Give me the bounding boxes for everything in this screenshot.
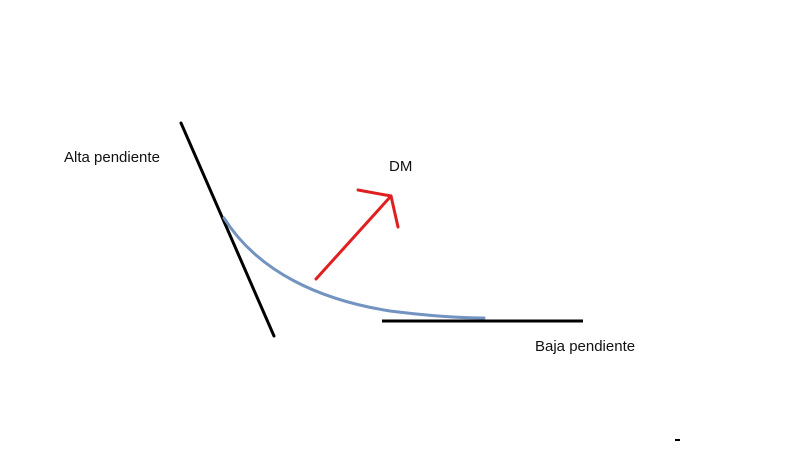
dm-label: DM xyxy=(389,158,413,175)
dm-arrow-shaft xyxy=(314,194,393,281)
steep-tangent-line xyxy=(179,121,276,338)
high-slope-label: Alta pendiente xyxy=(64,149,160,166)
convex-curve xyxy=(222,216,486,320)
dm-arrow-head xyxy=(356,188,400,229)
low-slope-label: Baja pendiente xyxy=(535,338,636,355)
